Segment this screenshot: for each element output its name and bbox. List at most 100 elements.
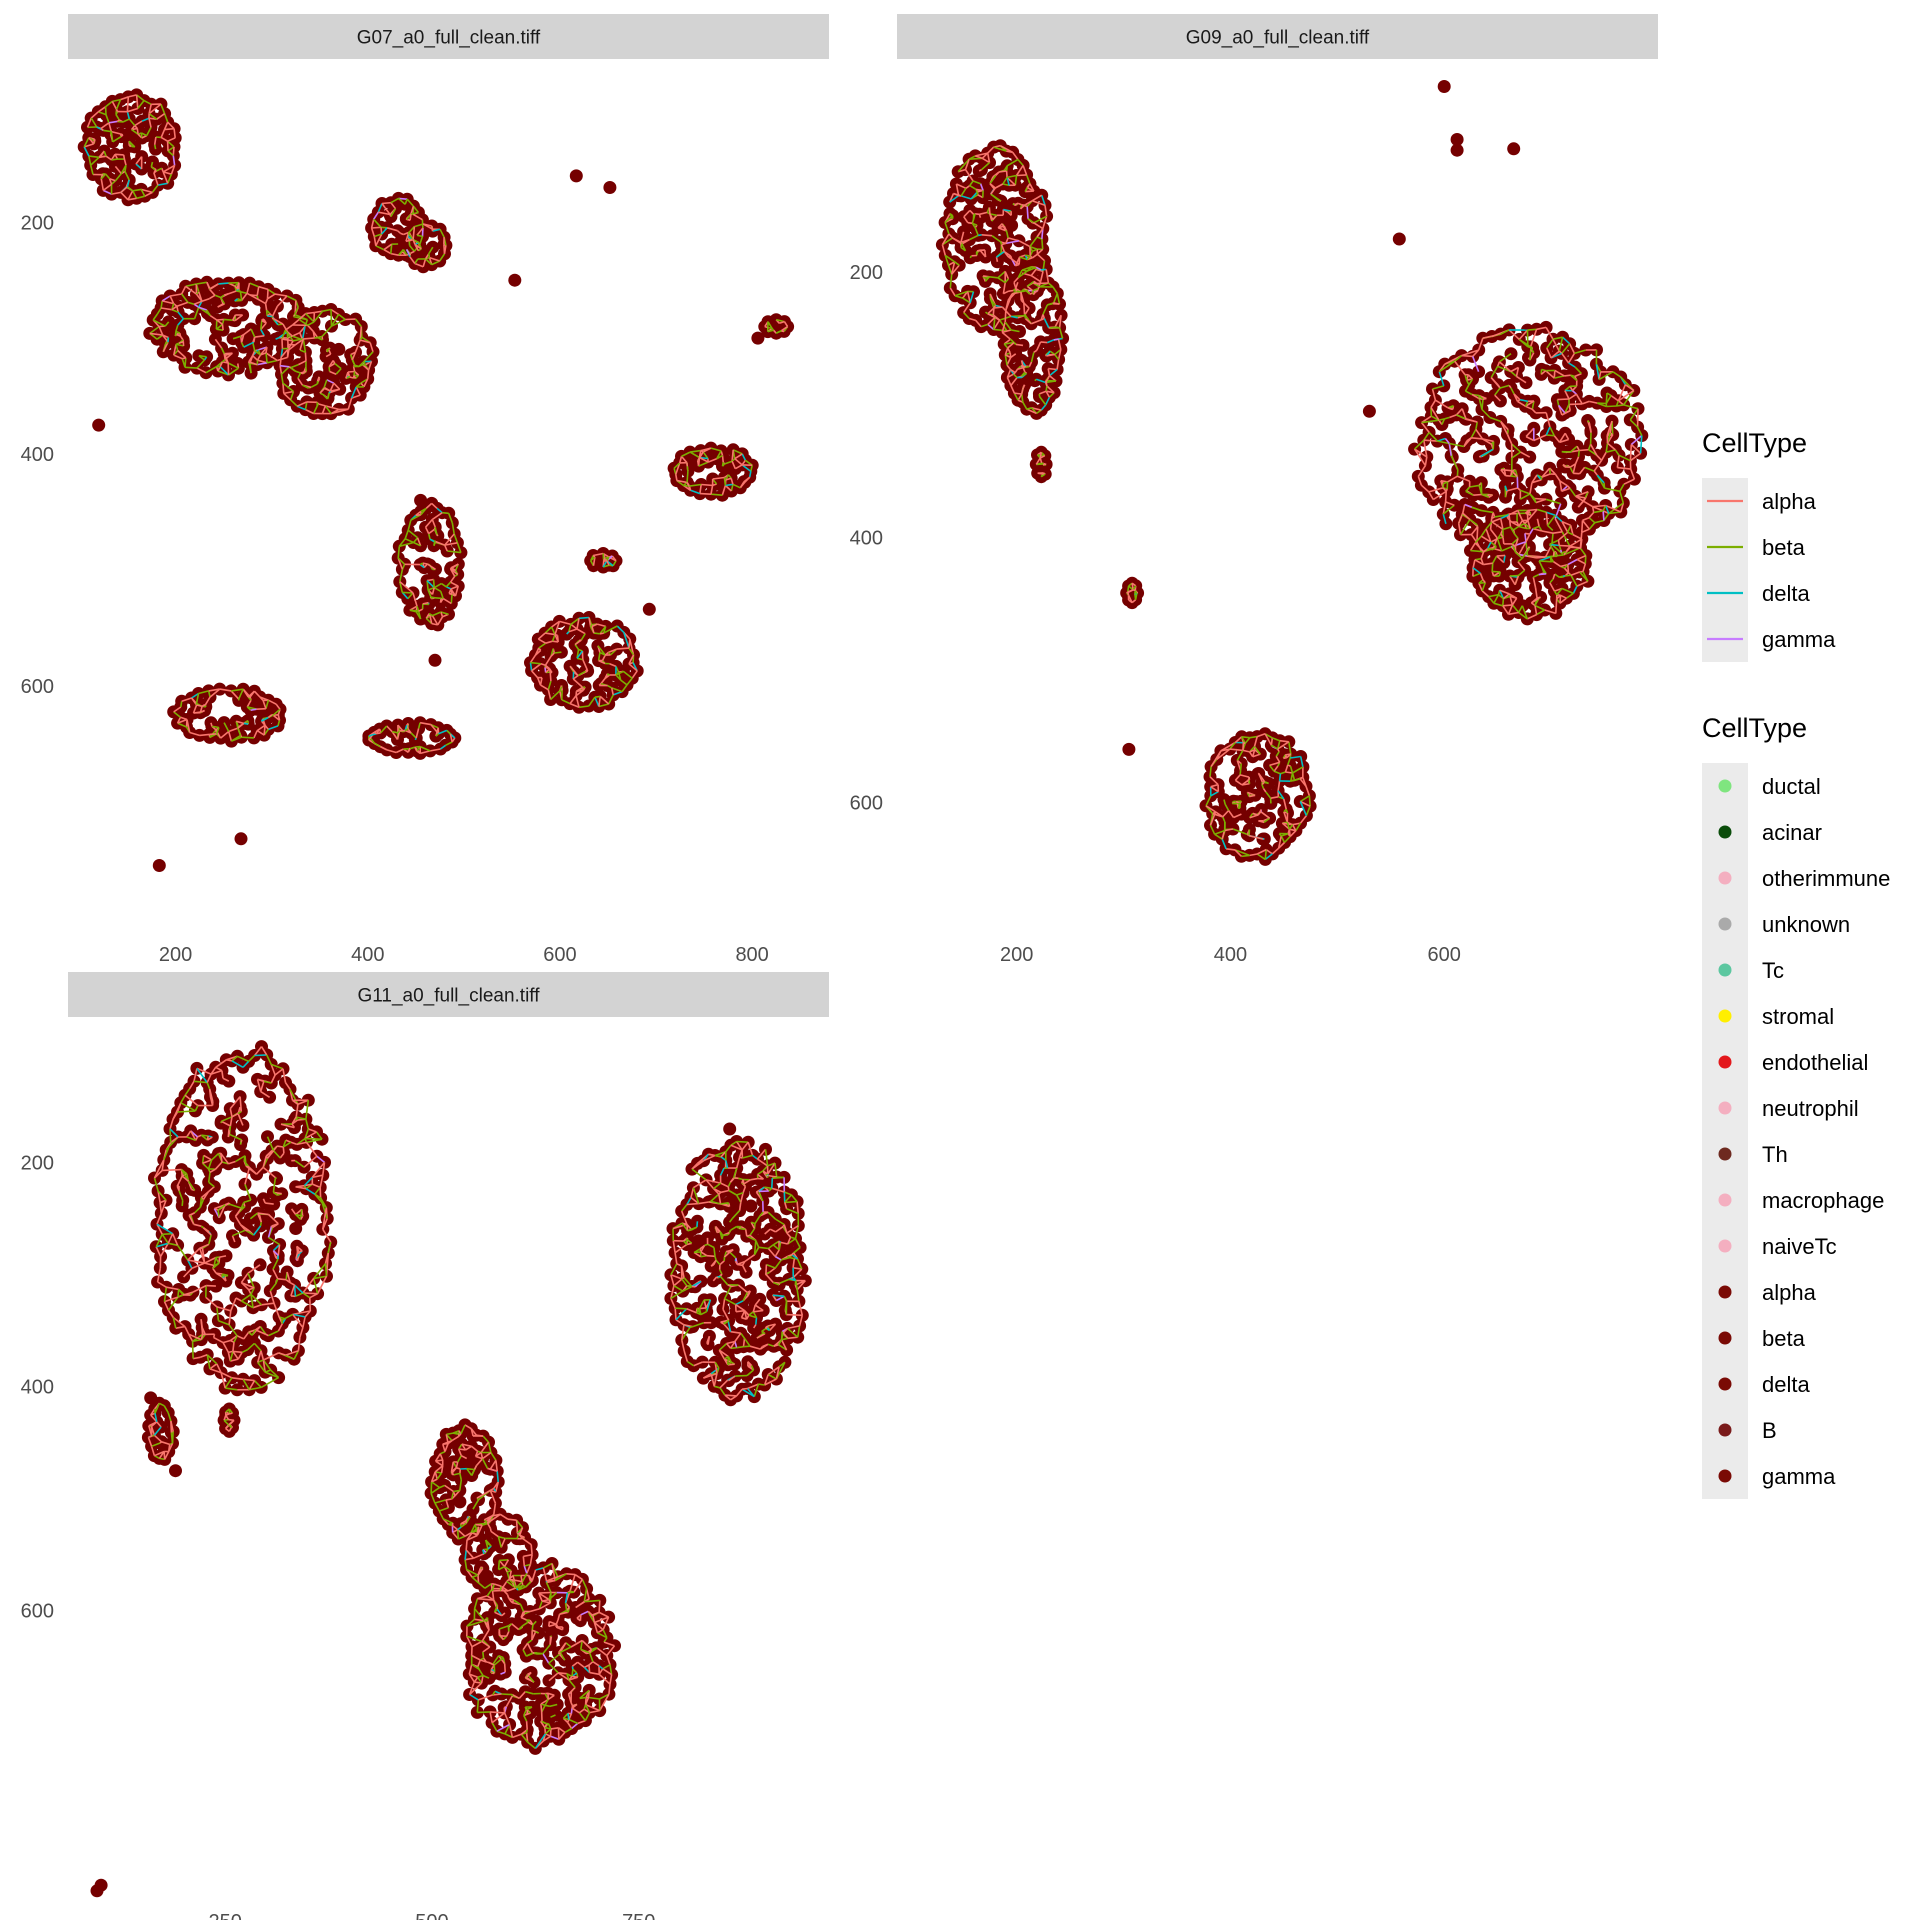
neighbor-edge (366, 369, 370, 379)
neighbor-edge (442, 511, 449, 515)
neighbor-edge (589, 555, 594, 562)
neighbor-edge (397, 730, 401, 734)
neighbor-edge (1004, 310, 1007, 322)
neighbor-edge (241, 292, 248, 301)
neighbor-edge (268, 699, 277, 705)
y-tick-label: 400 (21, 444, 54, 466)
neighbor-edge (291, 331, 301, 337)
neighbor-edge (329, 370, 337, 375)
neighbor-edge (409, 609, 419, 612)
neighbor-edge (136, 195, 145, 200)
neighbor-edge (1036, 253, 1046, 262)
neighbor-edge (422, 601, 429, 605)
neighbor-edge (734, 453, 743, 460)
neighbor-edge (284, 324, 293, 331)
neighbor-edge (214, 294, 222, 299)
neighbor-edge (603, 625, 618, 634)
neighbor-edge (1005, 170, 1008, 178)
neighbor-edge (568, 628, 578, 633)
neighbor-edge (540, 663, 546, 667)
neighbor-edge (302, 338, 307, 353)
neighbor-edge (135, 156, 143, 165)
neighbor-edge (350, 386, 357, 399)
neighbor-edge (1132, 589, 1136, 592)
neighbor-edge (198, 291, 203, 302)
neighbor-edge (407, 226, 415, 234)
neighbor-edge (1048, 367, 1058, 371)
neighbor-edge (424, 526, 430, 534)
neighbor-edge (173, 128, 176, 138)
neighbor-edge (305, 311, 315, 315)
neighbor-edge (288, 344, 296, 351)
x-tick-label: 800 (735, 944, 768, 966)
neighbor-edge (293, 338, 304, 342)
neighbor-edge (529, 662, 533, 671)
neighbor-edge (1539, 560, 1552, 563)
neighbor-edge (274, 293, 288, 297)
neighbor-edge (1052, 302, 1055, 305)
neighbor-edge (201, 297, 210, 303)
neighbor-edge (415, 728, 420, 739)
neighbor-edge (284, 329, 294, 342)
neighbor-edge (129, 144, 132, 147)
neighbor-edge (253, 730, 258, 739)
neighbor-edge (1053, 338, 1059, 341)
neighbor-edge (169, 295, 175, 304)
neighbor-edge (243, 341, 255, 348)
neighbor-edge (173, 344, 177, 356)
neighbor-edge (193, 306, 200, 319)
neighbor-edge (433, 541, 437, 547)
neighbor-edge (428, 528, 436, 535)
neighbor-edge (260, 320, 263, 330)
neighbor-edge (710, 447, 722, 452)
neighbor-edge (210, 722, 213, 727)
facet-strip-label: G07_a0_full_clean.tiff (357, 28, 541, 49)
neighbor-edge (282, 382, 294, 393)
neighbor-edge (148, 103, 162, 115)
neighbor-edge (115, 99, 122, 110)
neighbor-edge (530, 661, 541, 665)
neighbor-edge (743, 476, 751, 483)
neighbor-edge (577, 670, 586, 677)
neighbor-edge (256, 729, 265, 736)
neighbor-edge (177, 318, 185, 326)
neighbor-edge (415, 746, 421, 752)
neighbor-edge (598, 659, 606, 665)
neighbor-edge (673, 462, 681, 469)
neighbor-edges (941, 144, 1643, 861)
neighbor-edge (596, 623, 606, 628)
neighbor-edge (162, 171, 172, 175)
neighbor-edge (707, 458, 717, 463)
cell-point (1005, 218, 1019, 232)
neighbor-edge (156, 167, 163, 172)
neighbor-edge (175, 344, 179, 351)
neighbor-edge (109, 177, 116, 182)
neighbor-edge (730, 478, 734, 485)
cell-point (603, 181, 617, 194)
neighbor-edge (1012, 203, 1015, 206)
neighbor-edge (409, 746, 416, 750)
neighbor-edge (600, 678, 606, 685)
neighbor-edge (92, 139, 96, 145)
neighbor-edge (554, 621, 561, 635)
neighbor-edge (1044, 382, 1048, 387)
neighbor-edge (114, 165, 122, 175)
neighbor-edge (1552, 551, 1555, 557)
neighbor-edge (576, 618, 580, 630)
neighbor-edge (171, 308, 179, 313)
neighbor-edge (767, 326, 773, 330)
neighbor-edge (160, 300, 163, 309)
neighbor-edge (325, 405, 340, 411)
neighbor-edge (1447, 407, 1451, 410)
neighbor-edge (1209, 766, 1212, 777)
neighbor-edge (439, 591, 444, 599)
neighbor-edge (297, 372, 302, 379)
cell-point (1450, 143, 1464, 157)
neighbor-edge (1247, 778, 1250, 782)
neighbor-edge (431, 615, 439, 626)
neighbor-edge (445, 581, 452, 588)
neighbor-edge (1040, 341, 1048, 344)
neighbor-edge (1445, 488, 1448, 492)
neighbor-edge (280, 374, 284, 384)
